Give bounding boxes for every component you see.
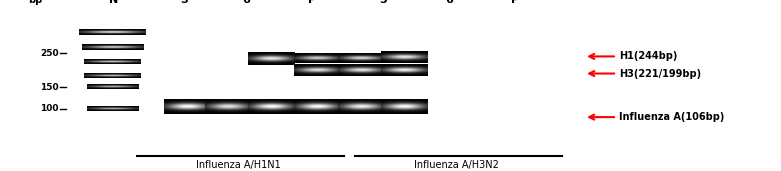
Text: P: P: [308, 0, 316, 5]
Text: N: N: [109, 0, 118, 5]
Text: H1(244bp): H1(244bp): [619, 51, 678, 61]
Text: 100: 100: [40, 104, 59, 113]
Text: bp: bp: [28, 0, 42, 5]
Text: Influenza A/H3N2: Influenza A/H3N2: [415, 160, 499, 170]
Text: 6: 6: [445, 0, 453, 5]
Text: 250: 250: [40, 49, 59, 58]
Text: 5: 5: [379, 0, 387, 5]
Text: P: P: [512, 0, 519, 5]
Text: H3(221/199bp): H3(221/199bp): [619, 69, 701, 78]
Text: 150: 150: [40, 83, 59, 92]
Text: 5: 5: [180, 0, 187, 5]
Text: 6: 6: [242, 0, 250, 5]
Text: Influenza A(106bp): Influenza A(106bp): [619, 112, 725, 122]
Text: Influenza A/H1N1: Influenza A/H1N1: [196, 160, 280, 170]
